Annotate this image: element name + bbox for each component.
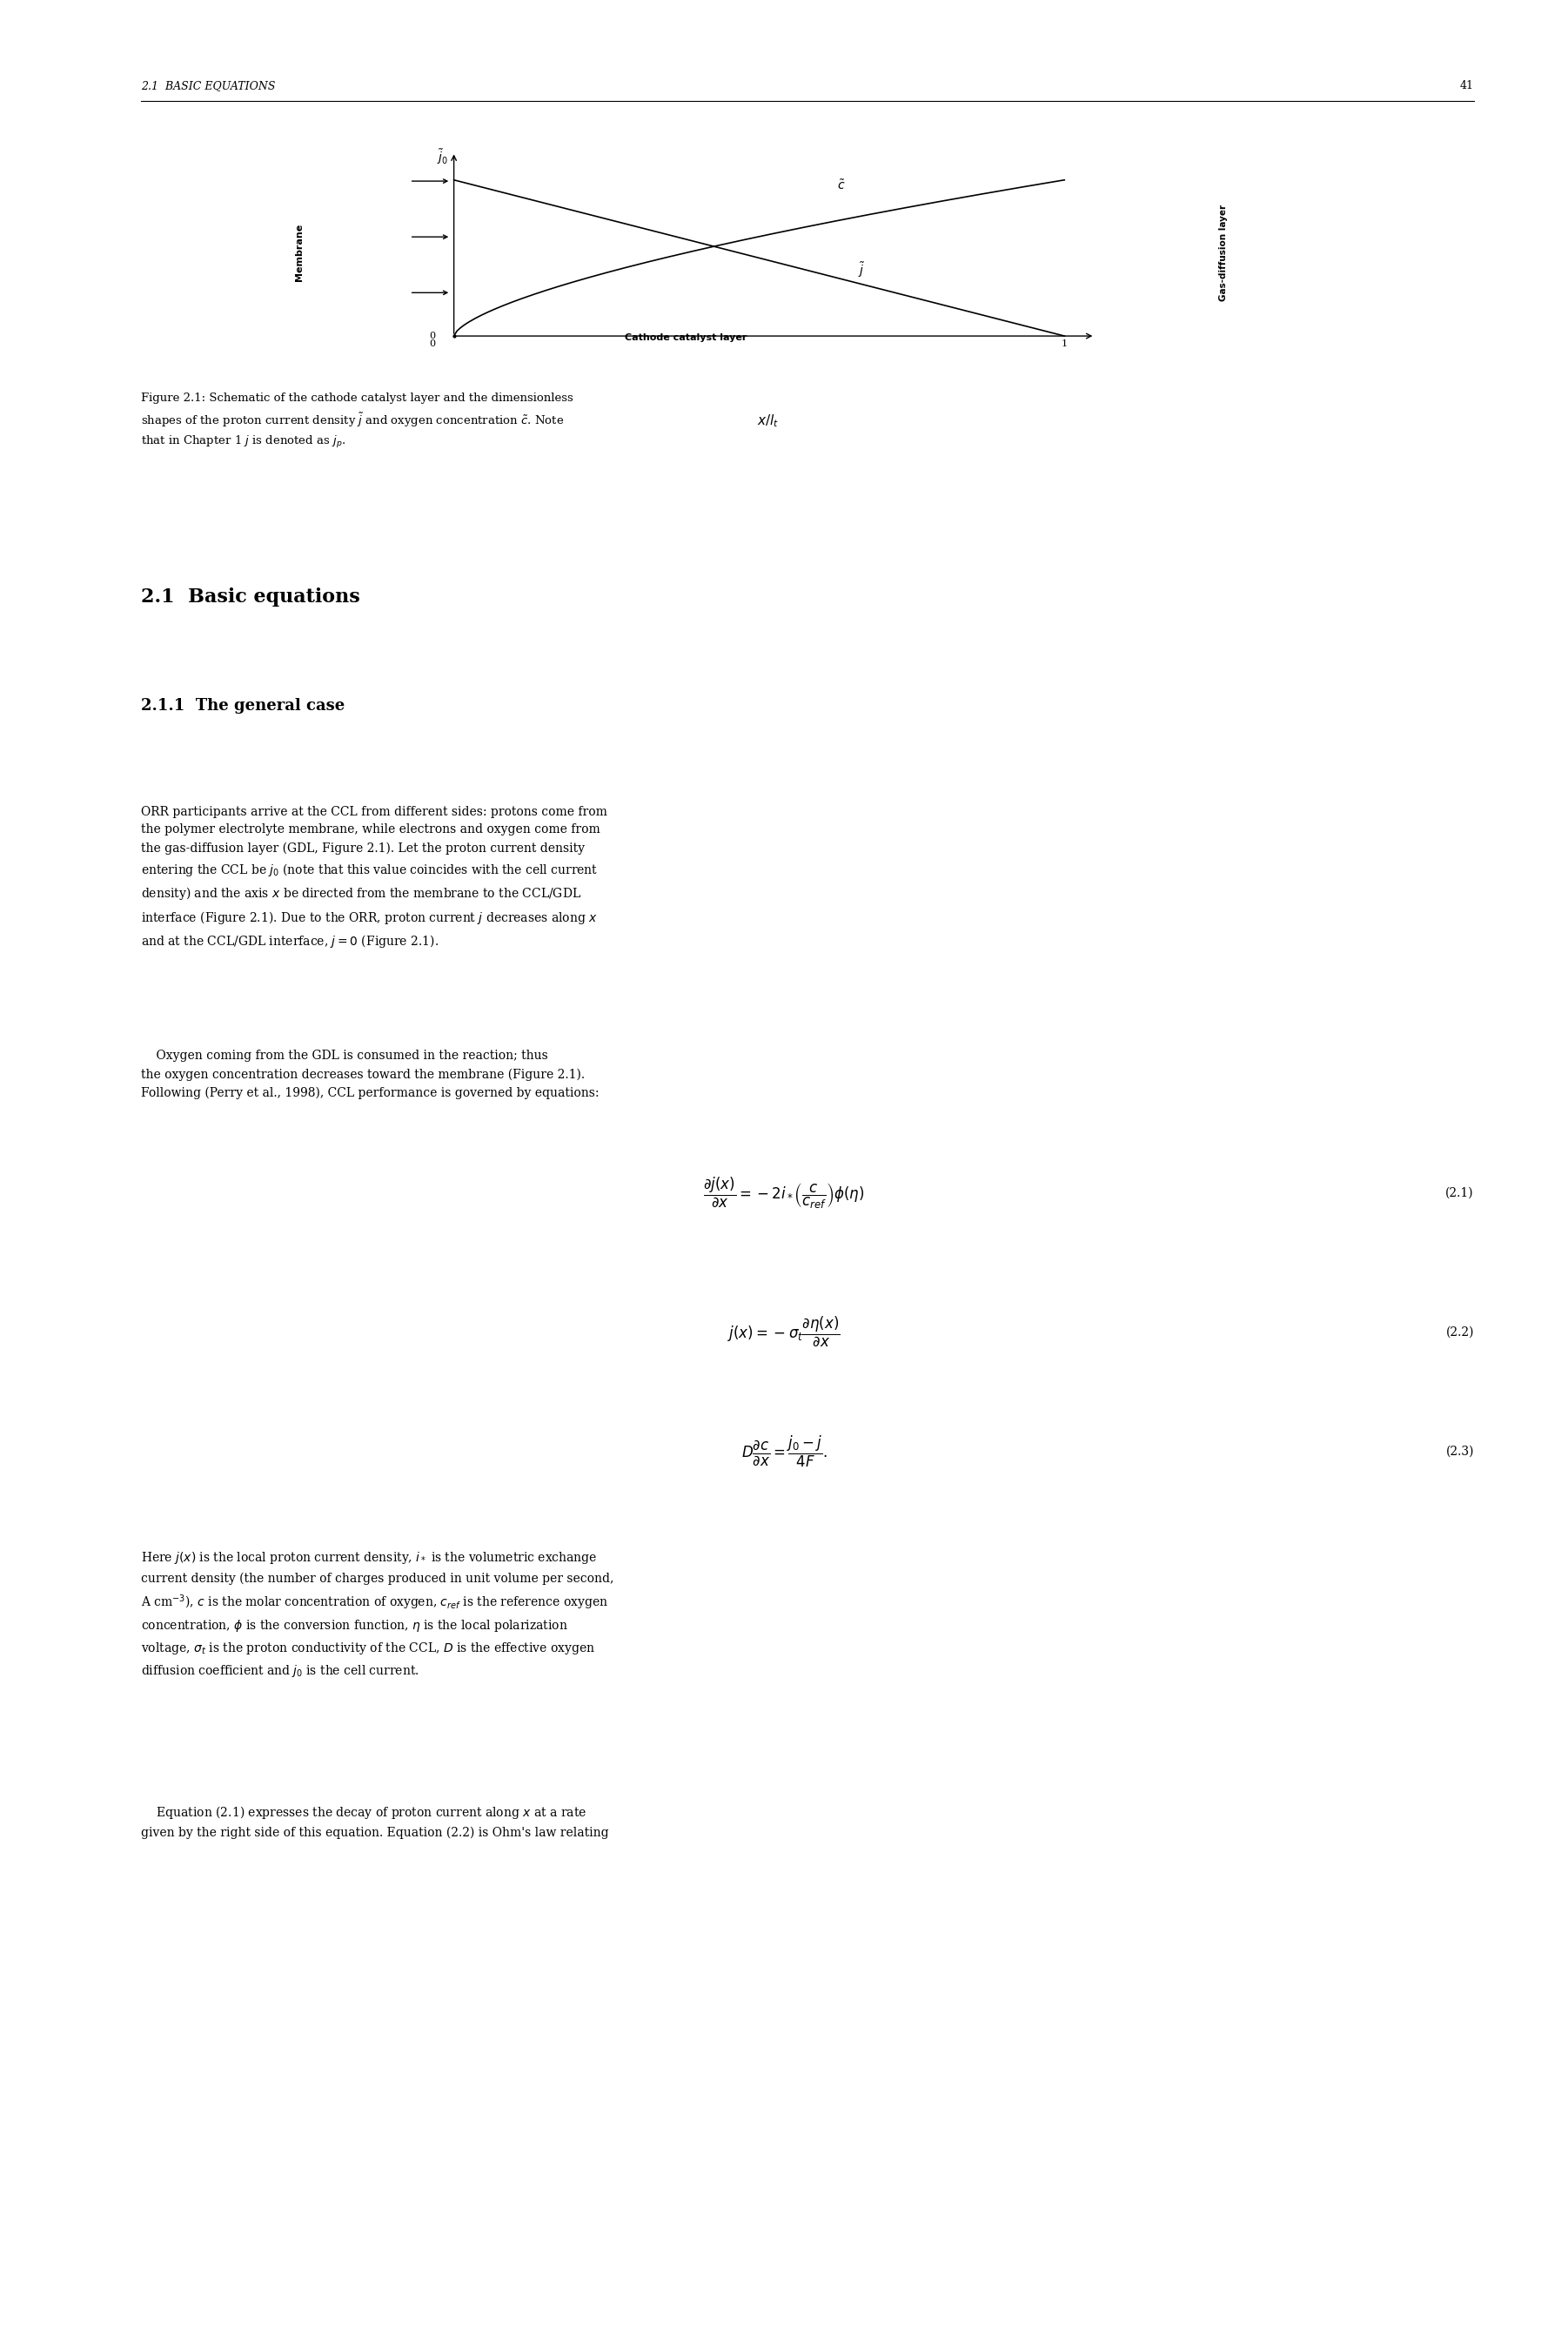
- Text: $x/l_t$: $x/l_t$: [757, 413, 779, 430]
- Text: $\tilde{j}_0$: $\tilde{j}_0$: [436, 148, 448, 167]
- Text: 1: 1: [1062, 338, 1068, 348]
- Text: Here $j(x)$ is the local proton current density, $i_*$ is the volumetric exchang: Here $j(x)$ is the local proton current …: [141, 1550, 615, 1680]
- Text: ORR participants arrive at the CCL from different sides: protons come from
the p: ORR participants arrive at the CCL from …: [141, 806, 607, 949]
- Text: Oxygen coming from the GDL is consumed in the reaction; thus
the oxygen concentr: Oxygen coming from the GDL is consumed i…: [141, 1050, 599, 1099]
- Text: 2.1  Basic equations: 2.1 Basic equations: [141, 587, 361, 606]
- Text: Membrane: Membrane: [295, 223, 304, 282]
- Text: 2.1  BASIC EQUATIONS: 2.1 BASIC EQUATIONS: [141, 80, 276, 92]
- Text: $\tilde{j}$: $\tilde{j}$: [858, 261, 866, 280]
- Text: $\dfrac{\partial j(x)}{\partial x} = -2i_* \left( \dfrac{c}{c_{ref}} \right) \ph: $\dfrac{\partial j(x)}{\partial x} = -2i…: [704, 1177, 864, 1210]
- Text: Cathode catalyst layer: Cathode catalyst layer: [624, 334, 746, 343]
- Text: (2.3): (2.3): [1446, 1445, 1474, 1459]
- Text: 0: 0: [430, 338, 436, 348]
- Text: $D\dfrac{\partial c}{\partial x} = \dfrac{j_0 - j}{4F}.$: $D\dfrac{\partial c}{\partial x} = \dfra…: [742, 1435, 826, 1468]
- Text: Gas-diffusion layer: Gas-diffusion layer: [1220, 204, 1228, 301]
- Text: $\tilde{c}$: $\tilde{c}$: [837, 179, 845, 193]
- Text: 2.1.1  The general case: 2.1.1 The general case: [141, 698, 345, 714]
- Text: 0: 0: [430, 331, 436, 341]
- Text: (2.2): (2.2): [1446, 1325, 1474, 1339]
- Text: $j(x) = -\sigma_t \dfrac{\partial \eta(x)}{\partial x}$: $j(x) = -\sigma_t \dfrac{\partial \eta(x…: [728, 1315, 840, 1348]
- Text: (2.1): (2.1): [1446, 1186, 1474, 1200]
- Text: Equation (2.1) expresses the decay of proton current along $x$ at a rate
given b: Equation (2.1) expresses the decay of pr…: [141, 1804, 608, 1839]
- Text: Figure 2.1: Schematic of the cathode catalyst layer and the dimensionless
shapes: Figure 2.1: Schematic of the cathode cat…: [141, 392, 574, 451]
- Text: 41: 41: [1460, 80, 1474, 92]
